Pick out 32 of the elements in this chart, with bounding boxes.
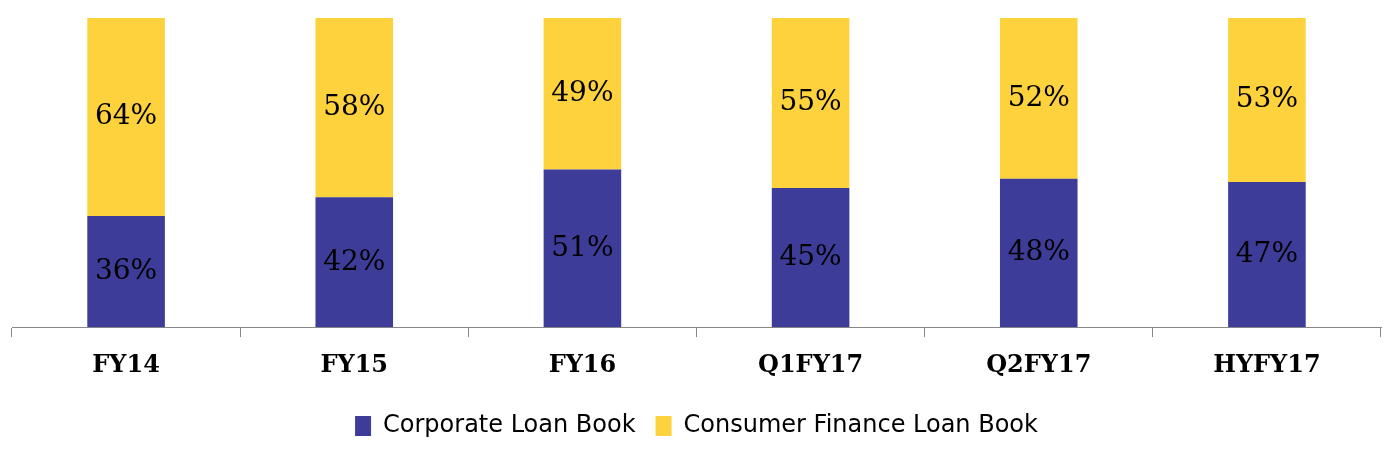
bar	[315, 18, 394, 198]
data-label: 64%	[94, 98, 158, 132]
legend-label: Consumer Finance Loan Book	[683, 410, 1039, 439]
data-label: 47%	[1235, 235, 1299, 269]
x-tick-label: HYFY17	[1213, 348, 1321, 378]
bar	[999, 178, 1078, 328]
legend-label: Corporate Loan Book	[383, 410, 636, 439]
x-tick-label: FY14	[92, 348, 160, 378]
bar	[87, 215, 165, 328]
bar	[771, 188, 850, 328]
data-label: 42%	[323, 243, 386, 277]
bar	[543, 18, 622, 170]
x-tick-label: Q2FY17	[986, 348, 1092, 378]
data-label: 51%	[551, 229, 614, 263]
bar	[1228, 181, 1306, 328]
x-tick-label: FY16	[548, 348, 617, 378]
bar	[999, 18, 1078, 179]
bar	[543, 169, 622, 328]
bar	[315, 197, 394, 328]
data-label: 52%	[1007, 79, 1070, 113]
data-label: 53%	[1235, 81, 1299, 115]
data-label: 48%	[1007, 234, 1070, 268]
data-label: 49%	[551, 75, 614, 109]
data-label: 45%	[779, 238, 842, 272]
x-tick-label: FY15	[320, 348, 389, 378]
bar	[87, 18, 165, 216]
data-label: 36%	[94, 252, 158, 286]
bar	[771, 18, 850, 189]
x-tick-label: Q1FY17	[757, 348, 864, 378]
data-label: 55%	[779, 84, 842, 118]
bar	[1228, 18, 1306, 182]
data-label: 58%	[323, 88, 386, 122]
